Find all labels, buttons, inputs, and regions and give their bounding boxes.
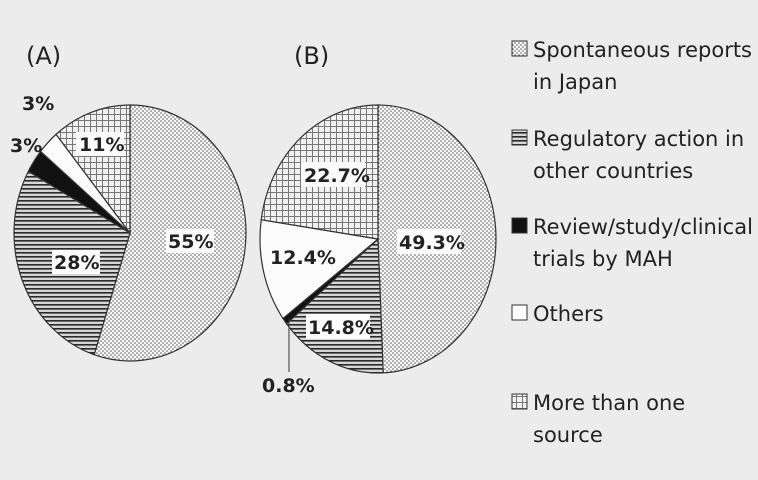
pie-b-slice-regulatory	[285, 237, 384, 374]
pie-a-label-box-28	[52, 250, 100, 274]
pie-a-label-others: 3%	[22, 93, 54, 115]
legend-label-review-line1: Review/study/clinical	[533, 215, 753, 239]
pie-b-label-spontaneous: 49.3%	[399, 232, 465, 254]
pie-a-label-spontaneous: 55%	[168, 231, 213, 253]
legend-label-regulatory-line1: Regulatory action in	[533, 127, 744, 151]
legend-label-regulatory-line2: other countries	[533, 159, 693, 183]
pie-b-label-box-22	[301, 162, 365, 187]
panel-label-b: (B)	[294, 42, 329, 70]
legend: Spontaneous reports in Japan Regulatory …	[511, 38, 753, 447]
pie-b-label-more-than-one: 22.7%	[304, 165, 370, 187]
legend-label-spontaneous-line1: Spontaneous reports	[533, 38, 752, 62]
legend-label-more-than-one-line2: source	[533, 423, 603, 447]
pie-a-label-more-than-one: 11%	[79, 134, 124, 156]
pie-a-label-regulatory: 28%	[54, 252, 99, 274]
pie-a-label-box-55	[166, 229, 214, 253]
pie-b-label-review: 0.8%	[262, 375, 315, 397]
legend-label-others: Others	[533, 302, 604, 326]
legend-swatch-more-than-one	[511, 393, 528, 410]
legend-label-more-than-one-line1: More than one	[533, 391, 685, 415]
pie-b-slice-others	[259, 219, 380, 320]
pie-b-label-box-14	[306, 314, 370, 339]
legend-swatch-others	[511, 304, 528, 321]
pie-b-label-others: 12.4%	[270, 247, 336, 269]
legend-swatch-review	[511, 217, 528, 234]
legend-swatch-spontaneous	[511, 40, 528, 57]
pie-b-label-box-49	[397, 229, 461, 254]
pie-chart-b: 49.3% 14.8% 0.8% 12.4% 22.7%	[259, 104, 497, 397]
legend-label-spontaneous-line2: in Japan	[533, 70, 617, 94]
pie-a-label-box-11	[76, 132, 124, 156]
panel-label-a: (A)	[26, 42, 61, 70]
pie-b-label-regulatory: 14.8%	[308, 317, 374, 339]
legend-swatch-regulatory	[511, 129, 528, 146]
legend-label-review-line2: trials by MAH	[533, 247, 673, 271]
pie-chart-a: 55% 28% 3% 3% 11%	[10, 93, 247, 362]
pie-a-label-review: 3%	[10, 135, 42, 157]
